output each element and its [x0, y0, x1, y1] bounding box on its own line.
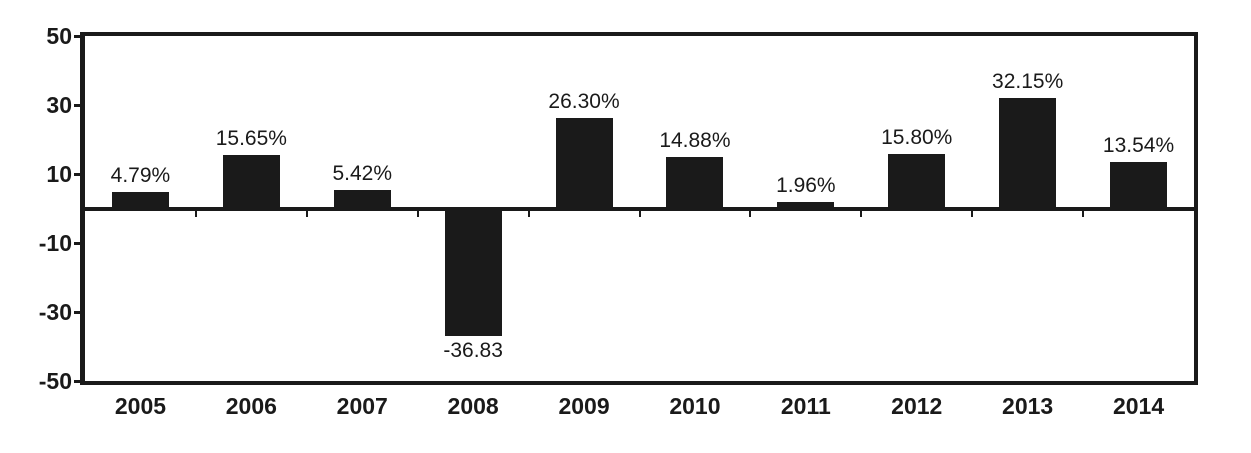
bar-2007 — [333, 189, 391, 209]
x-axis-label-2012: 2012 — [891, 393, 943, 419]
y-axis-tick-label: -30 — [38, 299, 72, 325]
x-axis-label-2014: 2014 — [1112, 393, 1165, 419]
bar-value-label: 13.54% — [1102, 133, 1175, 157]
bar-2008 — [444, 210, 502, 336]
bar-value-label: 15.80% — [881, 125, 953, 149]
y-axis-tick-mark — [74, 241, 80, 245]
y-axis-tick-label: 30 — [46, 92, 72, 118]
y-axis-tick-label: 10 — [46, 161, 72, 187]
x-tick-mark — [416, 210, 419, 217]
x-axis-label-2013: 2013 — [1002, 393, 1054, 419]
y-axis-tick-mark — [74, 172, 80, 176]
x-axis-label-2006: 2006 — [225, 393, 277, 419]
y-axis-tick-mark — [74, 310, 80, 314]
x-tick-mark — [305, 210, 308, 217]
x-tick-mark — [1082, 210, 1085, 217]
bar-2011 — [777, 201, 835, 209]
x-tick-mark — [194, 210, 197, 217]
y-axis-tick-mark — [74, 379, 80, 383]
bar-value-label: 32.15% — [992, 69, 1064, 93]
x-axis-label-2011: 2011 — [780, 393, 831, 419]
bar-value-label: 1.96% — [776, 173, 836, 197]
x-axis-label-2010: 2010 — [669, 393, 721, 419]
bar-2014 — [1110, 161, 1168, 209]
bar-2012 — [888, 153, 946, 209]
x-axis-label-2005: 2005 — [114, 393, 167, 419]
plot-area: 4.79% 15.65% 5.42% -36.83 26.30% 14.88% 1.96% 1… — [80, 32, 1198, 385]
bar-2005 — [111, 191, 169, 209]
bar-value-label: -36.83 — [443, 338, 503, 362]
bar-value-label: 5.42% — [332, 161, 393, 185]
x-tick-mark — [749, 210, 752, 217]
x-axis-label-2009: 2009 — [558, 393, 610, 419]
bar-2013 — [999, 97, 1057, 209]
x-axis-label-2007: 2007 — [336, 393, 388, 419]
bar-2010 — [666, 157, 724, 209]
y-axis-tick-label: -10 — [38, 230, 72, 256]
bar-2006 — [222, 154, 280, 209]
plot-inner: 4.79% 15.65% 5.42% -36.83 26.30% 14.88% 1.96% 1… — [85, 36, 1194, 381]
x-tick-mark — [971, 210, 974, 217]
x-tick-mark — [638, 210, 641, 217]
bar-value-label: 14.88% — [659, 129, 731, 153]
y-axis-tick-label: -50 — [38, 368, 72, 394]
bar-value-label: 4.79% — [110, 163, 171, 187]
x-axis: 2005 2006 2007 2008 2009 2010 2011 2012 2013 2014 — [85, 392, 1194, 422]
zero-axis-line — [85, 206, 1194, 211]
y-axis-tick-mark — [74, 103, 80, 107]
y-axis-tick-mark — [74, 34, 80, 38]
y-axis-tick-label: 50 — [46, 23, 72, 49]
x-axis-label-2008: 2008 — [447, 393, 499, 419]
bar-value-label: 15.65% — [215, 126, 287, 150]
bar-value-label: 26.30% — [548, 89, 620, 113]
x-tick-mark — [860, 210, 863, 217]
y-axis: 50 30 10 -10 -30 -50 — [0, 0, 80, 453]
bar-2009 — [555, 117, 613, 209]
x-tick-mark — [527, 210, 530, 217]
